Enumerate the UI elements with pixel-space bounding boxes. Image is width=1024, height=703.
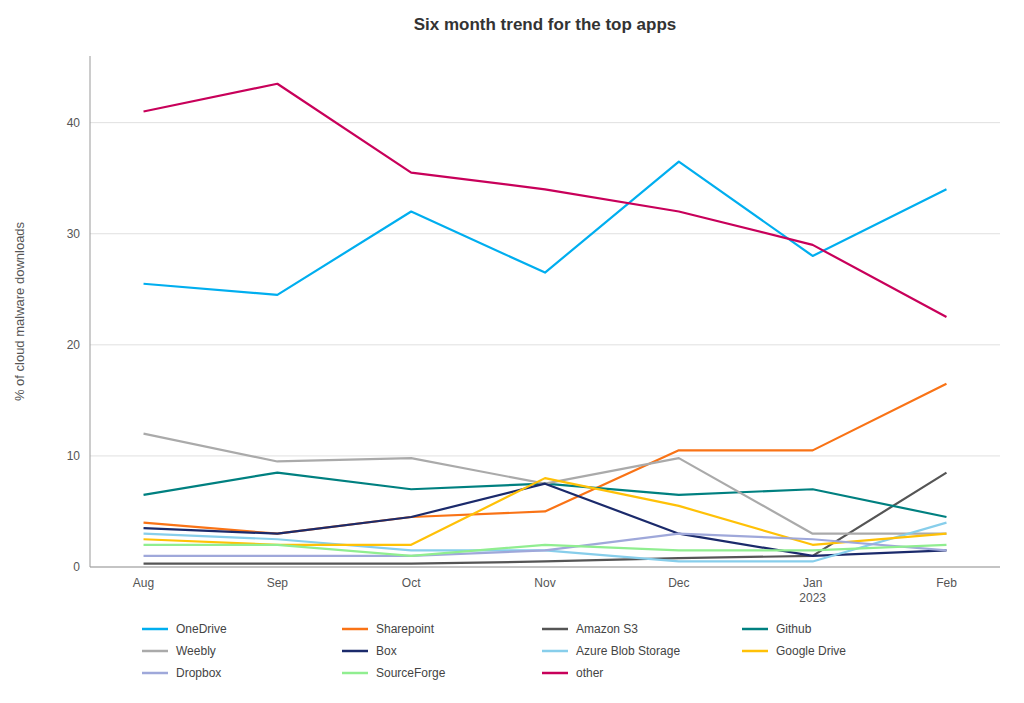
legend-swatch xyxy=(542,672,568,675)
x-tick-label: Jan2023 xyxy=(799,576,826,605)
x-axis-line xyxy=(90,567,1000,568)
x-tick-label: Aug xyxy=(133,576,154,590)
legend-swatch xyxy=(542,628,568,631)
series-line xyxy=(144,523,947,562)
series-line xyxy=(144,534,947,556)
series-line xyxy=(144,162,947,295)
y-tick-label: 10 xyxy=(67,449,81,463)
y-tick-label: 20 xyxy=(67,338,81,352)
y-axis-line xyxy=(90,56,91,567)
legend-swatch xyxy=(142,672,168,675)
lines xyxy=(144,84,947,564)
title: Six month trend for the top apps xyxy=(414,15,677,34)
x-tick-label: Nov xyxy=(534,576,555,590)
series-line xyxy=(144,545,947,556)
grid-line xyxy=(90,567,1000,568)
series-line xyxy=(144,84,947,317)
x-tick-label: Sep xyxy=(267,576,289,590)
legend-swatch xyxy=(742,628,768,631)
legend-swatch xyxy=(742,650,768,653)
chart: Six month trend for the top apps % of clo… xyxy=(0,0,1024,703)
legend-label: other xyxy=(576,666,603,680)
y-tick-label: 40 xyxy=(67,116,81,130)
legend-swatch xyxy=(342,672,368,675)
legend-swatch xyxy=(342,650,368,653)
legend-label: OneDrive xyxy=(176,622,227,636)
y-tick-label: 0 xyxy=(73,560,80,574)
grid-line xyxy=(90,455,1000,456)
y-tick-label: 30 xyxy=(67,227,81,241)
legend-label: Sharepoint xyxy=(376,622,435,636)
legend-label: Box xyxy=(376,644,397,658)
x-tick-label: Feb xyxy=(936,576,957,590)
grid-line xyxy=(90,344,1000,345)
series-line xyxy=(144,478,947,545)
grid-line xyxy=(90,122,1000,123)
legend-label: Dropbox xyxy=(176,666,221,680)
x-tick-label: Oct xyxy=(402,576,421,590)
series-line xyxy=(144,473,947,564)
legend-swatch xyxy=(542,650,568,653)
legend-label: Weebly xyxy=(176,644,216,658)
legend-label: SourceForge xyxy=(376,666,446,680)
legend-label: Github xyxy=(776,622,812,636)
x-tick-label: Dec xyxy=(668,576,689,590)
series-line xyxy=(144,384,947,534)
grid-line xyxy=(90,233,1000,234)
legend-swatch xyxy=(142,650,168,653)
legend: OneDrive Sharepoint Amazon S3 Github Weebly B… xyxy=(142,622,846,680)
legend-label: Amazon S3 xyxy=(576,622,638,636)
y-axis-label: % of cloud malware downloads xyxy=(12,221,27,401)
legend-swatch xyxy=(342,628,368,631)
legend-label: Google Drive xyxy=(776,644,846,658)
legend-swatch xyxy=(142,628,168,631)
legend-label: Azure Blob Storage xyxy=(576,644,680,658)
series-line xyxy=(144,484,947,556)
